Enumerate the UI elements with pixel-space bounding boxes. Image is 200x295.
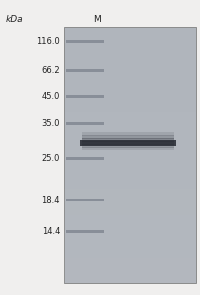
Bar xyxy=(64,52,196,61)
Bar xyxy=(80,140,176,146)
Bar xyxy=(66,199,104,201)
Bar xyxy=(64,35,196,44)
Bar xyxy=(64,104,196,112)
Bar xyxy=(64,129,196,138)
Bar xyxy=(66,122,104,125)
Bar xyxy=(64,249,196,258)
Bar xyxy=(64,240,196,249)
Bar xyxy=(66,95,104,98)
Bar xyxy=(64,27,196,283)
Bar xyxy=(66,230,104,233)
Text: 45.0: 45.0 xyxy=(42,92,60,101)
Bar xyxy=(64,223,196,232)
Text: 14.4: 14.4 xyxy=(42,227,60,236)
Bar xyxy=(82,132,174,136)
Bar xyxy=(64,61,196,69)
Bar xyxy=(64,86,196,95)
Bar xyxy=(82,147,174,150)
Bar xyxy=(64,206,196,215)
Text: 116.0: 116.0 xyxy=(36,37,60,46)
Bar xyxy=(82,135,174,139)
Text: kDa: kDa xyxy=(6,15,24,24)
Bar xyxy=(64,27,196,35)
Bar xyxy=(64,155,196,163)
Text: M: M xyxy=(93,15,101,24)
Bar xyxy=(64,189,196,198)
Bar xyxy=(66,69,104,72)
Bar xyxy=(82,141,174,145)
Bar xyxy=(64,266,196,275)
Bar xyxy=(64,138,196,146)
Text: 25.0: 25.0 xyxy=(42,154,60,163)
Bar xyxy=(64,121,196,129)
Bar xyxy=(64,198,196,206)
Bar xyxy=(64,69,196,78)
Bar xyxy=(66,157,104,160)
Bar xyxy=(64,112,196,121)
Bar xyxy=(64,275,196,283)
Bar xyxy=(82,138,174,142)
Text: 35.0: 35.0 xyxy=(42,119,60,128)
Bar xyxy=(64,95,196,104)
Bar xyxy=(64,172,196,181)
Text: 18.4: 18.4 xyxy=(42,196,60,204)
Bar xyxy=(64,181,196,189)
Text: 66.2: 66.2 xyxy=(41,66,60,75)
Bar xyxy=(82,144,174,148)
Bar xyxy=(64,163,196,172)
Bar xyxy=(64,78,196,86)
Bar xyxy=(64,232,196,240)
Bar xyxy=(64,215,196,223)
Bar xyxy=(66,40,104,43)
Bar xyxy=(64,258,196,266)
Bar xyxy=(64,44,196,52)
Bar xyxy=(64,146,196,155)
